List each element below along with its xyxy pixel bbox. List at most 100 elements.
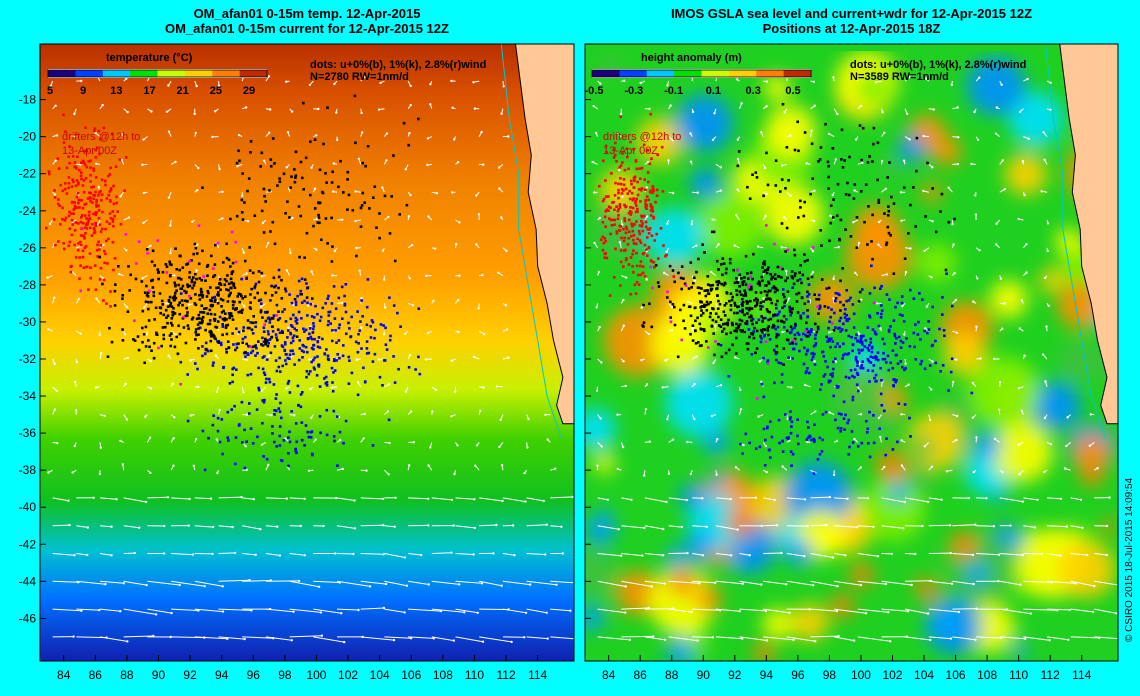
drifter-dot [204, 328, 207, 332]
current-arrowhead [647, 332, 651, 336]
current-arrowhead [121, 463, 125, 466]
drifter-dot [892, 378, 895, 381]
drifter-dot [819, 146, 823, 149]
drifter-dot [270, 284, 273, 288]
drifter-dot [801, 273, 805, 277]
drifter-dot [223, 278, 227, 281]
current-arrowhead [285, 269, 289, 272]
drifter-dot [851, 349, 854, 353]
current-arrow [834, 553, 846, 556]
drifter-dot [759, 301, 763, 304]
drifter-dot [111, 220, 115, 223]
drifter-dot [305, 282, 308, 285]
drifter-dot [721, 330, 724, 333]
drifter-dot [622, 265, 625, 268]
drifter-dot [767, 333, 770, 337]
current-arrowhead [408, 464, 411, 467]
drifter-dot [325, 348, 328, 351]
drifter-dot [298, 339, 301, 342]
drifter-dot [75, 167, 78, 170]
drifter-dot [341, 354, 345, 358]
current-arrowhead [167, 84, 170, 87]
drifter-dot [198, 277, 201, 280]
drifter-dot [289, 341, 293, 345]
drifter-dot [250, 287, 253, 291]
drifter-dot [766, 268, 769, 271]
current-arrowhead [104, 583, 107, 586]
drifter-dot [646, 236, 649, 239]
drifter-dot [914, 225, 918, 228]
drifter-dot [876, 141, 880, 145]
drifter-dot [302, 350, 306, 354]
drifter-dot [725, 291, 728, 294]
drifter-dot [651, 191, 654, 195]
current-arrowhead [187, 524, 190, 527]
current-arrowhead [645, 186, 648, 189]
current-arrowhead [1036, 498, 1039, 502]
right-dots-legend-line1: dots: u+0%(b), 1%(k), 2.8%(r)wind [850, 59, 1026, 71]
drifter-dot [201, 315, 205, 319]
drifter-dot [870, 264, 873, 268]
drifter-dot [751, 318, 755, 321]
current-arrow [360, 636, 395, 641]
drifter-dot [277, 407, 281, 410]
drifter-dot [325, 408, 329, 412]
current-arrowhead [789, 357, 792, 360]
drifter-dot [229, 217, 232, 221]
current-arrow [502, 553, 515, 556]
drifter-dot [92, 193, 95, 197]
drifter-dot [901, 365, 904, 369]
drifter-dot [705, 340, 708, 343]
drifter-dot [774, 184, 778, 187]
drifter-dot [321, 306, 325, 310]
drifter-dot [270, 336, 273, 339]
drifter-dot [624, 258, 628, 262]
drifter-dot [338, 430, 342, 434]
sla-anomaly-blob [911, 436, 935, 459]
drifter-dot [295, 329, 298, 332]
current-arrowhead [1018, 473, 1021, 476]
drifter-dot [868, 380, 871, 383]
drifter-dot [322, 142, 325, 146]
current-arrow [194, 636, 228, 640]
sla-anomaly-blob [1101, 519, 1118, 535]
drifter-dot [851, 374, 854, 378]
drifter-dot [889, 361, 892, 365]
drifter-dot [282, 439, 286, 442]
drifter-dot [818, 436, 822, 440]
drifter-dot [735, 330, 738, 333]
current-arrowhead [600, 361, 603, 364]
drifter-dot [913, 345, 916, 349]
drifter-dot [179, 287, 182, 290]
drifter-dot [117, 265, 120, 268]
drifter-dot [816, 327, 820, 331]
current-arrowhead [669, 104, 672, 107]
drifter-dot [740, 319, 744, 323]
current-arrowhead [622, 360, 625, 363]
sla-anomaly-blob [933, 137, 962, 166]
current-arrowhead [189, 359, 192, 362]
drifter-dot [927, 328, 931, 331]
current-arrowhead [71, 135, 75, 138]
drifter-dot [743, 313, 746, 317]
current-arrow [408, 580, 429, 585]
drifter-dot [649, 189, 653, 192]
drifter-dot [80, 161, 83, 165]
drifter-dot [262, 455, 265, 458]
drifter-dot [73, 161, 77, 164]
drifter-dot [719, 325, 723, 328]
drifter-dot [622, 183, 626, 187]
drifter-dot [241, 341, 244, 344]
current-arrow [526, 608, 547, 614]
drifter-dot [652, 217, 655, 220]
drifter-dot [209, 329, 213, 333]
australia-land [1059, 44, 1118, 425]
drifter-dot [65, 192, 69, 195]
drifter-dot [769, 420, 772, 423]
current-arrowhead [921, 524, 924, 528]
drifter-dot [834, 291, 838, 295]
drifter-dot [263, 373, 267, 376]
drifter-dot [639, 264, 642, 268]
drifter-dot [776, 319, 780, 323]
drifter-dot [335, 359, 338, 362]
